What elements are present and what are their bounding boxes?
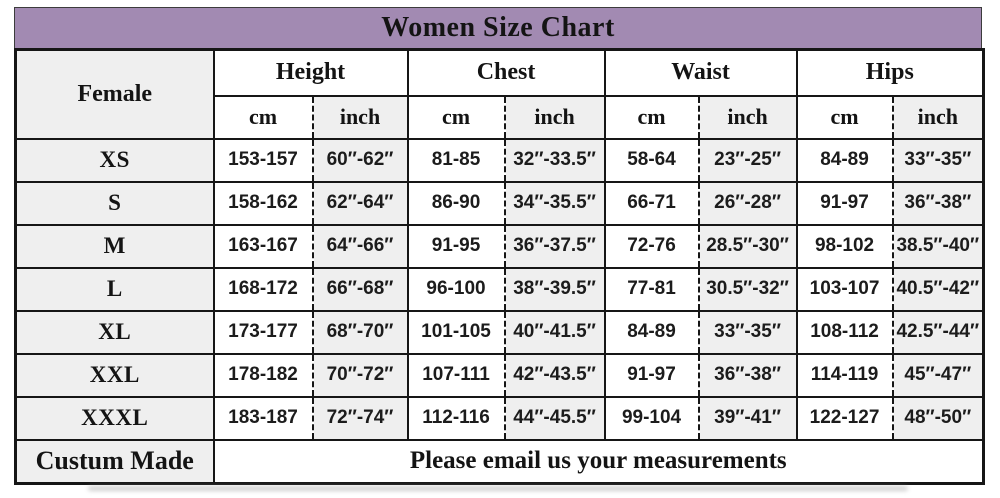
waist-inch-value: 26″-28″ (698, 181, 798, 226)
hips-inch-value: 48″-50″ (892, 396, 984, 441)
hips-cm-value: 114-119 (796, 353, 894, 398)
group-header-hips: Hips (796, 49, 984, 97)
chest-inch-value: 32″-33.5″ (504, 138, 606, 183)
waist-cm-value: 99-104 (604, 396, 700, 441)
table-row-l: L 168-172 66″-68″ 96-100 38″-39.5″ 77-81… (15, 267, 984, 312)
group-header-height: Height (213, 49, 409, 97)
female-header: Female (15, 49, 215, 140)
chest-cm-value: 86-90 (407, 181, 506, 226)
waist-cm-value: 72-76 (604, 224, 700, 269)
size-label: M (15, 224, 215, 269)
size-label: L (15, 267, 215, 312)
chest-cm-header: cm (407, 95, 506, 140)
hips-cm-value: 103-107 (796, 267, 894, 312)
height-cm-value: 178-182 (213, 353, 314, 398)
height-inch-value: 70″-72″ (312, 353, 409, 398)
waist-cm-value: 84-89 (604, 310, 700, 355)
chest-inch-value: 42″-43.5″ (504, 353, 606, 398)
group-header-chest: Chest (407, 49, 606, 97)
chest-cm-value: 107-111 (407, 353, 506, 398)
hips-inch-value: 33″-35″ (892, 138, 984, 183)
size-label: XL (15, 310, 215, 355)
hips-cm-value: 98-102 (796, 224, 894, 269)
women-size-chart: Women Size Chart Female Height Chest Wai… (14, 7, 986, 491)
table-row-xl: XL 173-177 68″-70″ 101-105 40″-41.5″ 84-… (15, 310, 984, 355)
height-inch-value: 66″-68″ (312, 267, 409, 312)
height-cm-value: 158-162 (213, 181, 314, 226)
chest-cm-value: 91-95 (407, 224, 506, 269)
chest-cm-value: 101-105 (407, 310, 506, 355)
waist-inch-value: 28.5″-30″ (698, 224, 798, 269)
height-inch-value: 62″-64″ (312, 181, 409, 226)
size-label: XXL (15, 353, 215, 398)
height-cm-value: 153-157 (213, 138, 314, 183)
waist-inch-value: 36″-38″ (698, 353, 798, 398)
group-header-row: Female Height Chest Waist Hips (15, 49, 984, 140)
chest-cm-value: 112-116 (407, 396, 506, 441)
height-inch-header: inch (312, 95, 409, 140)
hips-cm-value: 108-112 (796, 310, 894, 355)
table-row-xxl: XXL 178-182 70″-72″ 107-111 42″-43.5″ 91… (15, 353, 984, 398)
table-shadow (88, 486, 908, 491)
chest-inch-value: 44″-45.5″ (504, 396, 606, 441)
waist-inch-header: inch (698, 95, 798, 140)
hips-inch-header: inch (892, 95, 984, 140)
chart-title: Women Size Chart (14, 7, 982, 48)
height-inch-value: 72″-74″ (312, 396, 409, 441)
hips-inch-value: 40.5″-42″ (892, 267, 984, 312)
hips-cm-value: 122-127 (796, 396, 894, 441)
chest-inch-value: 40″-41.5″ (504, 310, 606, 355)
chest-cm-value: 96-100 (407, 267, 506, 312)
size-table: Female Height Chest Waist Hips cm inch c… (14, 48, 986, 485)
waist-cm-header: cm (604, 95, 700, 140)
chest-inch-header: inch (504, 95, 606, 140)
hips-inch-value: 38.5″-40″ (892, 224, 984, 269)
hips-cm-value: 91-97 (796, 181, 894, 226)
size-label: S (15, 181, 215, 226)
waist-inch-value: 33″-35″ (698, 310, 798, 355)
chest-inch-value: 34″-35.5″ (504, 181, 606, 226)
height-cm-value: 168-172 (213, 267, 314, 312)
waist-cm-value: 77-81 (604, 267, 700, 312)
waist-inch-value: 23″-25″ (698, 138, 798, 183)
waist-inch-value: 39″-41″ (698, 396, 798, 441)
chest-inch-value: 36″-37.5″ (504, 224, 606, 269)
hips-cm-value: 84-89 (796, 138, 894, 183)
hips-inch-value: 42.5″-44″ (892, 310, 984, 355)
hips-inch-value: 45″-47″ (892, 353, 984, 398)
height-inch-value: 64″-66″ (312, 224, 409, 269)
height-cm-value: 173-177 (213, 310, 314, 355)
size-label: XXXL (15, 396, 215, 441)
table-row-m: M 163-167 64″-66″ 91-95 36″-37.5″ 72-76 … (15, 224, 984, 269)
chest-inch-value: 38″-39.5″ (504, 267, 606, 312)
chest-cm-value: 81-85 (407, 138, 506, 183)
height-cm-value: 183-187 (213, 396, 314, 441)
hips-cm-header: cm (796, 95, 894, 140)
custom-made-row: Custum Made Please email us your measure… (15, 439, 984, 485)
height-inch-value: 68″-70″ (312, 310, 409, 355)
waist-cm-value: 66-71 (604, 181, 700, 226)
table-row-xs: XS 153-157 60″-62″ 81-85 32″-33.5″ 58-64… (15, 138, 984, 183)
table-row-s: S 158-162 62″-64″ 86-90 34″-35.5″ 66-71 … (15, 181, 984, 226)
waist-cm-value: 58-64 (604, 138, 700, 183)
unit-header-row: cm inch cm inch cm inch cm inch (16, 95, 984, 140)
height-inch-value: 60″-62″ (312, 138, 409, 183)
height-cm-value: 163-167 (213, 224, 314, 269)
height-cm-header: cm (213, 95, 314, 140)
waist-inch-value: 30.5″-32″ (698, 267, 798, 312)
size-label: XS (15, 138, 215, 183)
email-measurements-message: Please email us your measurements (213, 439, 984, 485)
waist-cm-value: 91-97 (604, 353, 700, 398)
custom-made-label: Custum Made (15, 439, 215, 485)
hips-inch-value: 36″-38″ (892, 181, 984, 226)
group-header-waist: Waist (604, 49, 798, 97)
table-row-xxxl: XXXL 183-187 72″-74″ 112-116 44″-45.5″ 9… (15, 396, 984, 441)
